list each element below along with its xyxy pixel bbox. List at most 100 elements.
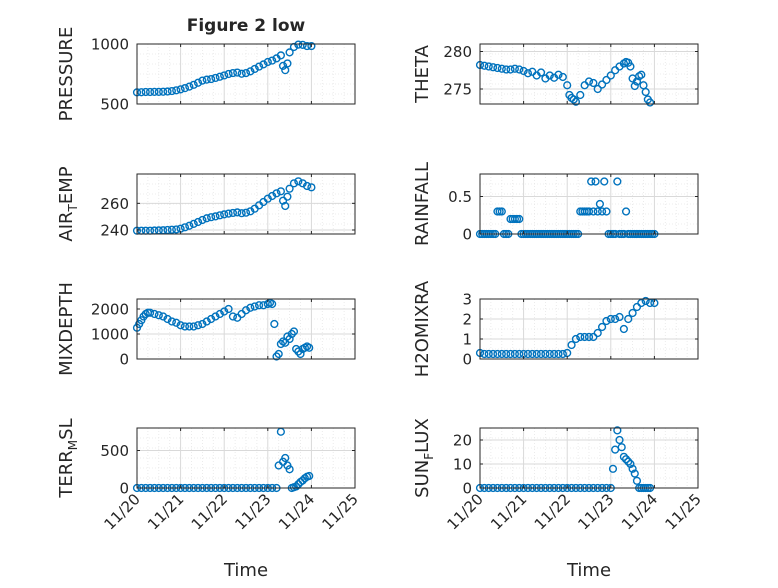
- data-point: [254, 301, 264, 310]
- data-point: [185, 82, 194, 91]
- data-point: [536, 349, 546, 359]
- y-tick-label: 0: [462, 351, 472, 369]
- data-point: [628, 464, 637, 473]
- data-series: [132, 177, 316, 235]
- data-point: [621, 207, 631, 216]
- axes-box: [136, 298, 356, 360]
- data-point: [641, 87, 650, 97]
- panel-theta: 275 280 THETA: [412, 43, 699, 107]
- data-point: [584, 207, 594, 216]
- y-axis-label: SUNFLUX: [412, 418, 436, 498]
- data-point: [163, 225, 172, 235]
- data-point: [163, 87, 172, 96]
- data-point: [307, 41, 316, 51]
- data-point: [532, 349, 541, 359]
- data-point: [154, 311, 163, 320]
- xlabel-right: Time: [566, 560, 611, 581]
- data-point: [254, 62, 264, 71]
- data-point: [298, 40, 307, 49]
- data-point: [285, 48, 294, 57]
- panel-pressure: 500 1000 PRESSURE: [56, 27, 356, 122]
- data-point: [246, 303, 255, 312]
- data-series: [132, 40, 316, 97]
- data-point: [233, 68, 242, 77]
- data-point: [185, 322, 194, 331]
- data-point: [602, 316, 611, 326]
- axes-box: [479, 43, 699, 105]
- data-point: [587, 177, 596, 186]
- data-point: [493, 63, 502, 73]
- data-point: [632, 302, 642, 312]
- data-point: [613, 177, 622, 186]
- data-point: [480, 349, 489, 359]
- axes-box: [136, 427, 356, 489]
- xlabel-left: Time: [223, 560, 268, 581]
- data-point: [167, 86, 176, 96]
- data-point: [497, 207, 506, 216]
- data-point: [241, 208, 251, 217]
- data-point: [506, 349, 515, 359]
- data-point: [480, 61, 489, 70]
- data-point: [571, 97, 581, 106]
- data-point: [294, 177, 303, 186]
- data-point: [150, 87, 159, 96]
- axes-box: [479, 298, 699, 360]
- data-point: [250, 302, 259, 311]
- data-point: [237, 209, 246, 218]
- data-point: [624, 314, 633, 324]
- data-point: [484, 62, 493, 71]
- data-point: [281, 453, 290, 463]
- x-tick-label: 11/25: [662, 490, 705, 533]
- data-point: [189, 80, 198, 89]
- data-point: [150, 309, 159, 319]
- y-axis-label: MIXDEPTH: [56, 282, 77, 376]
- data-point: [567, 340, 576, 350]
- y-axis-label: RAINFALL: [412, 162, 433, 246]
- panel-air-temp: 240 260 AIRTEMP: [56, 166, 356, 242]
- y-axis-label: THETA: [412, 44, 433, 104]
- data-point: [621, 455, 631, 464]
- data-point: [202, 75, 211, 84]
- data-point: [294, 347, 303, 356]
- data-point: [211, 212, 220, 221]
- data-point: [272, 352, 281, 361]
- data-point: [624, 457, 633, 466]
- data-point: [554, 70, 563, 79]
- data-point: [250, 64, 259, 74]
- y-tick-label: 2: [462, 311, 472, 329]
- data-point: [289, 327, 299, 336]
- data-point: [176, 85, 185, 94]
- data-point: [558, 349, 567, 359]
- axes-box: [479, 427, 699, 489]
- data-point: [285, 334, 294, 344]
- data-point: [215, 211, 224, 220]
- y-axis-label: PRESSURE: [56, 27, 77, 122]
- data-point: [488, 63, 498, 72]
- data-point: [145, 308, 155, 317]
- y-tick-label: 500: [100, 442, 129, 460]
- data-point: [193, 321, 203, 330]
- data-point: [515, 65, 524, 74]
- y-tick-label: 0: [119, 351, 129, 369]
- data-point: [276, 51, 285, 60]
- data-point: [141, 87, 150, 97]
- data-point: [593, 328, 602, 338]
- data-point: [597, 322, 607, 332]
- data-point: [497, 64, 506, 73]
- data-point: [619, 324, 628, 334]
- data-point: [597, 207, 607, 216]
- y-tick-label: 280: [443, 43, 472, 61]
- data-point: [589, 78, 598, 88]
- data-point: [510, 349, 519, 359]
- y-tick-label: 275: [443, 81, 472, 99]
- data-point: [287, 329, 296, 339]
- data-point: [246, 67, 255, 76]
- data-point: [198, 76, 207, 85]
- data-point: [645, 98, 655, 107]
- data-point: [224, 69, 233, 79]
- data-point: [220, 210, 229, 219]
- data-point: [202, 317, 211, 326]
- data-point: [228, 68, 238, 78]
